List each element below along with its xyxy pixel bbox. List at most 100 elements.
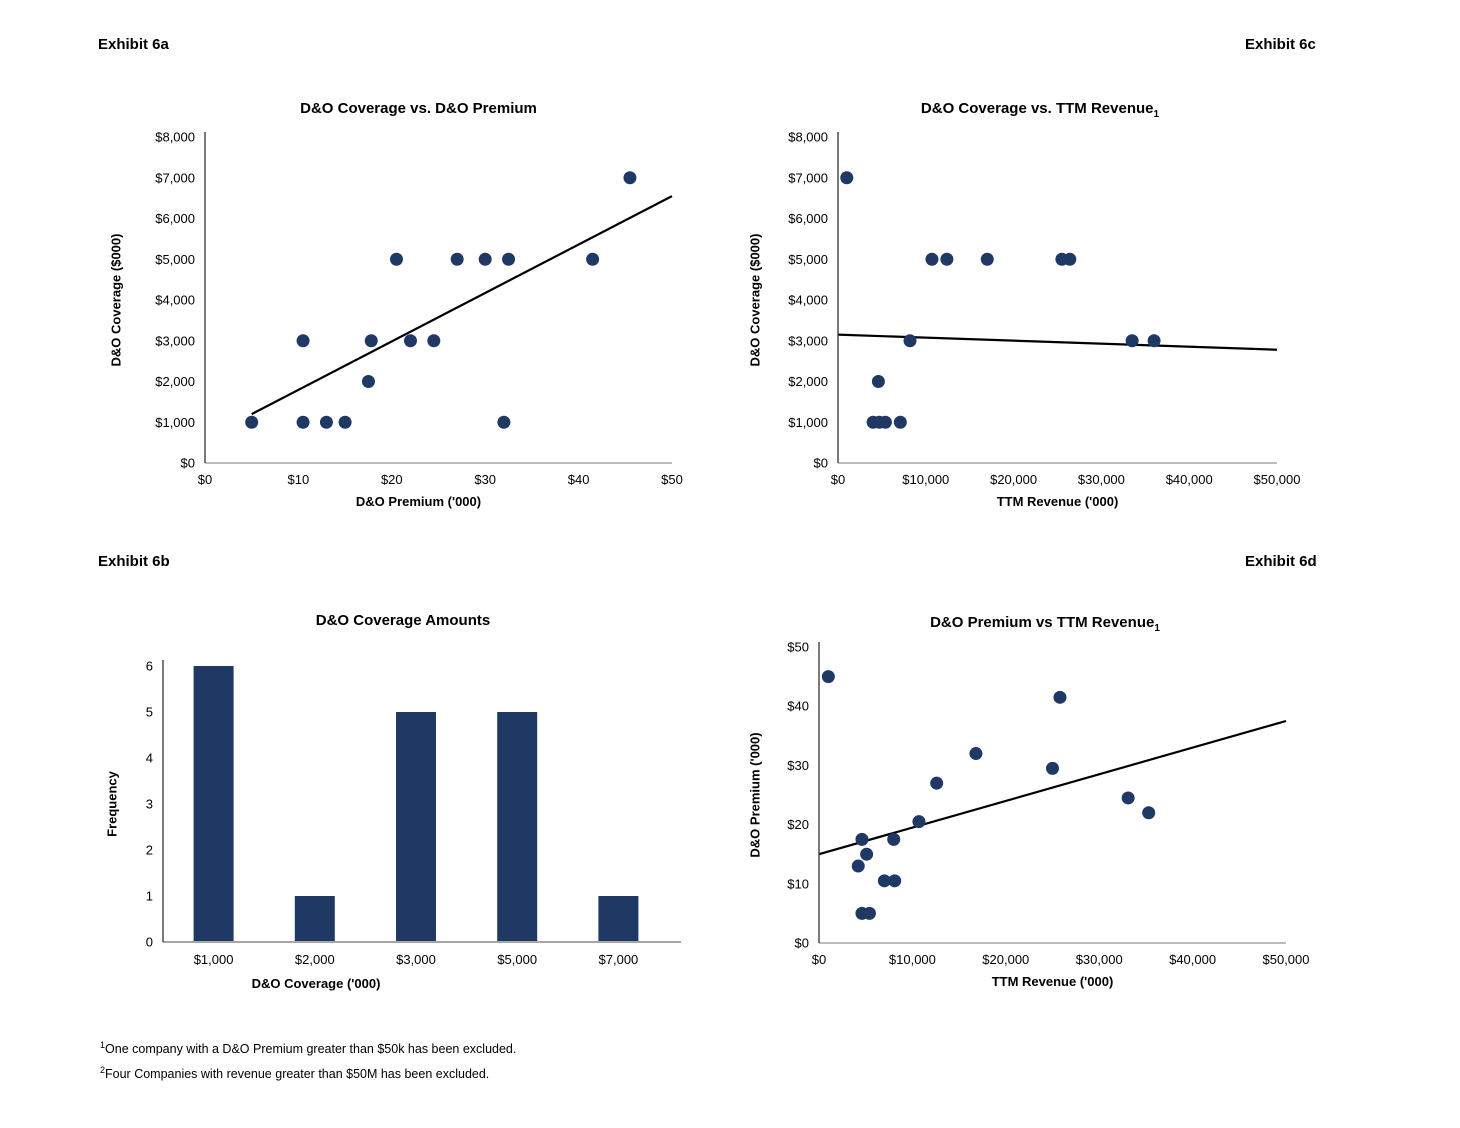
x-tick-label: $20,000 bbox=[990, 472, 1037, 487]
data-point bbox=[888, 874, 902, 888]
exhibit-6a-label: Exhibit 6a bbox=[98, 36, 169, 53]
y-tick-label: $2,000 bbox=[155, 374, 195, 389]
chart-title-6c-text: D&O Coverage vs. TTM Revenue bbox=[920, 100, 1154, 117]
data-point bbox=[296, 415, 310, 429]
data-point bbox=[361, 375, 375, 388]
exhibit-6c-label: Exhibit 6c bbox=[1245, 36, 1316, 53]
x-tick-label: $40,000 bbox=[1166, 472, 1213, 487]
x-tick-label: $20 bbox=[381, 472, 403, 487]
data-point bbox=[1121, 791, 1135, 805]
data-point bbox=[427, 334, 441, 348]
chart-title-6a: D&O Coverage vs. D&O Premium bbox=[185, 100, 652, 120]
data-point bbox=[1053, 690, 1067, 704]
chart-title-6c-sub: 1 bbox=[1153, 109, 1160, 120]
y-tick-label: 1 bbox=[146, 889, 153, 904]
x-tick-label: $30,000 bbox=[1076, 952, 1123, 967]
y-tick-label: $6,000 bbox=[155, 211, 195, 226]
y-tick-label: $6,000 bbox=[788, 211, 828, 226]
panel-exhibit-6a: Exhibit 6a D&O Coverage vs. D&O Premium … bbox=[0, 0, 730, 540]
y-tick-label: $7,000 bbox=[155, 170, 195, 185]
x-axis-title-6a: D&O Premium ('000) bbox=[355, 494, 482, 509]
x-axis-title-6d: TTM Revenue ('000) bbox=[991, 974, 1114, 989]
data-point bbox=[840, 171, 854, 185]
x-tick-label: $10,000 bbox=[902, 472, 949, 487]
y-tick-label: $20 bbox=[787, 817, 809, 832]
data-point bbox=[855, 832, 869, 846]
data-point bbox=[319, 415, 333, 429]
x-tick-label: $30,000 bbox=[1078, 472, 1125, 487]
x-tick-label: $50 bbox=[661, 472, 683, 487]
footnote-2: 2Four Companies with revenue greater tha… bbox=[100, 1065, 489, 1081]
x-tick-label: $5,000 bbox=[497, 952, 537, 967]
y-tick-label: $3,000 bbox=[155, 333, 195, 348]
footnote-1: 1One company with a D&O Premium greater … bbox=[100, 1040, 516, 1056]
data-point bbox=[860, 847, 874, 861]
data-point bbox=[980, 252, 994, 266]
data-point bbox=[903, 334, 917, 348]
y-tick-label: 0 bbox=[146, 935, 153, 950]
data-point bbox=[502, 252, 516, 266]
y-tick-label: $2,000 bbox=[788, 374, 828, 389]
data-point bbox=[851, 859, 865, 873]
data-point bbox=[930, 776, 944, 790]
data-point bbox=[478, 252, 492, 266]
data-point bbox=[893, 415, 907, 429]
trend-line bbox=[818, 719, 1287, 856]
data-point bbox=[887, 832, 901, 846]
bar bbox=[396, 712, 436, 942]
exhibit-6b-label: Exhibit 6b bbox=[98, 553, 170, 570]
panel-exhibit-6b: Exhibit 6b D&O Coverage Amounts Frequenc… bbox=[0, 540, 730, 1128]
x-tick-label: $50,000 bbox=[1263, 952, 1310, 967]
chart-6d-plot: $0 $10 $20 $30 $40 $50 $0 $10,000 $20,000 $30,000… bbox=[787, 640, 1310, 968]
exhibit-6d-label: Exhibit 6d bbox=[1245, 553, 1317, 570]
x-tick-label: $10,000 bbox=[889, 952, 936, 967]
y-tick-label: $0 bbox=[181, 456, 195, 471]
chart-title-6a-text: D&O Coverage vs. D&O Premium bbox=[300, 100, 537, 117]
chart-6b-plot: $1,000 $2,000 $3,000 $5,000 $7,000 0 1 2 3 4 5 6 bbox=[146, 659, 681, 967]
y-tick-label: $4,000 bbox=[155, 293, 195, 308]
bar bbox=[193, 666, 234, 942]
data-point bbox=[403, 334, 417, 348]
data-point bbox=[969, 747, 983, 761]
footnote-2-sup: 2 bbox=[100, 1065, 106, 1075]
data-point bbox=[450, 252, 464, 266]
y-tick-label: $1,000 bbox=[788, 415, 828, 430]
x-axis-title-6c: TTM Revenue ('000) bbox=[996, 494, 1119, 509]
y-tick-label: $10 bbox=[787, 876, 809, 891]
data-point bbox=[878, 415, 892, 429]
y-tick-label: $7,000 bbox=[788, 170, 828, 185]
x-tick-label: $40 bbox=[568, 472, 590, 487]
data-point bbox=[1063, 252, 1077, 266]
data-point bbox=[925, 252, 939, 266]
y-tick-label: $50 bbox=[787, 640, 809, 655]
data-point bbox=[877, 874, 891, 888]
x-tick-label: $3,000 bbox=[396, 952, 436, 967]
y-tick-label: 6 bbox=[146, 659, 153, 674]
data-point bbox=[821, 670, 835, 684]
x-tick-label: $0 bbox=[198, 472, 212, 487]
y-tick-label: $8,000 bbox=[788, 130, 828, 145]
data-point bbox=[338, 415, 352, 429]
data-point bbox=[862, 906, 876, 920]
x-tick-label: $1,000 bbox=[194, 952, 234, 967]
bar bbox=[294, 896, 335, 942]
y-tick-label: $5,000 bbox=[788, 252, 828, 267]
data-point bbox=[364, 334, 378, 348]
x-tick-label: $7,000 bbox=[599, 952, 639, 967]
x-tick-label: $50,000 bbox=[1254, 472, 1301, 487]
y-axis-title-6a: D&O Coverage ($000) bbox=[108, 233, 124, 367]
data-point bbox=[1142, 806, 1156, 820]
y-tick-label: $40 bbox=[787, 699, 809, 714]
bar bbox=[598, 896, 639, 942]
footnote-2-text: Four Companies with revenue greater than… bbox=[105, 1067, 490, 1082]
panel-exhibit-6d: Exhibit 6d D&O Premium vs TTM Revenue1 D… bbox=[730, 540, 1460, 1128]
data-point bbox=[245, 415, 259, 429]
chart-title-6d-text: D&O Premium vs TTM Revenue bbox=[930, 614, 1155, 631]
panel-exhibit-6c: Exhibit 6c D&O Coverage vs. TTM Revenue1… bbox=[730, 0, 1460, 540]
x-tick-label: $10 bbox=[288, 472, 310, 487]
y-tick-label: $0 bbox=[795, 936, 809, 951]
data-point bbox=[389, 252, 403, 266]
chart-title-6b: D&O Coverage Amounts bbox=[150, 612, 656, 632]
data-point bbox=[296, 334, 310, 348]
